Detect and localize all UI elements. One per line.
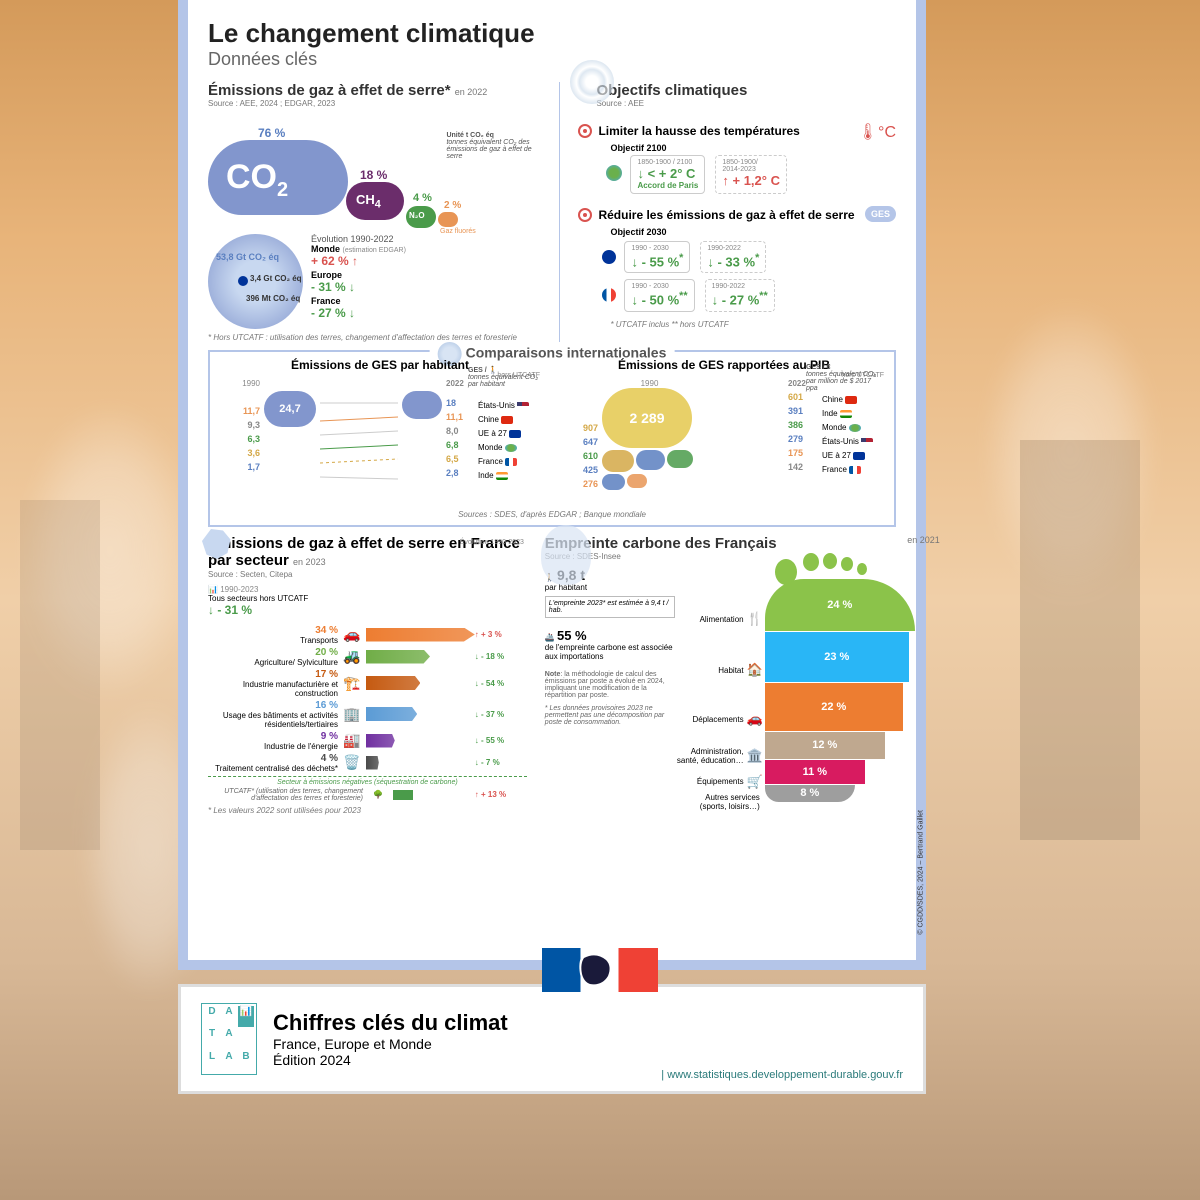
ges-footnote: * Hors UTCATF : utilisation des terres, … <box>208 333 541 342</box>
footprint-chart: 24 %23 %22 %12 %11 %8 % <box>765 567 940 797</box>
footer-line1: France, Europe et Monde <box>273 1036 508 1052</box>
eu-target-box: 1990 - 2030↓ - 55 %* <box>624 241 690 273</box>
paris-box: 1850-1900 / 2100 ↓ < + 2° C Accord de Pa… <box>630 155 705 194</box>
fr-flag-icon <box>602 288 616 302</box>
obj-source: Source : AEE <box>596 99 896 108</box>
evo-europe: Europe- 31 % ↓ <box>311 270 541 294</box>
sectors-source: Source : Secten, Citepa <box>208 570 527 579</box>
footer-line2: Édition 2024 <box>273 1052 508 1068</box>
footer-title: Chiffres clés du climat <box>273 1010 508 1036</box>
foot-seg: 24 % <box>765 579 915 631</box>
neg-title: Secteur à émissions négatives (séquestra… <box>208 776 527 786</box>
ch4-pct: 18 % <box>360 168 387 182</box>
ges-source: Source : AEE, 2024 ; EDGAR, 2023 <box>208 99 541 108</box>
sector-row: 9 %Industrie de l'énergie 🏭 ↓ - 55 % <box>208 731 527 751</box>
eu-actual-box: 1990-2022↓ - 33 %* <box>700 241 766 273</box>
obj-title: Objectifs climatiques <box>596 82 896 99</box>
fr-target-box: 1990 - 2030↓ - 50 %** <box>624 279 694 311</box>
percap-cloud-2022 <box>402 391 442 419</box>
ch4-cloud: CH4 <box>346 182 404 220</box>
intl-source: Sources : SDES, d'après EDGAR ; Banque m… <box>220 510 884 519</box>
page-title: Le changement climatique <box>208 18 896 49</box>
sector-row: 4 %Traitement centralisé des déchets* 🗑️… <box>208 753 527 773</box>
est-box: L'empreinte 2023* est estimée à 9,4 t / … <box>545 596 675 618</box>
evo-monde: Monde (estimation EDGAR)+ 62 % ↑ <box>311 244 541 268</box>
percap-cloud-1990: 24,7 <box>264 391 316 427</box>
fluor-label: Gaz fluorés <box>440 228 476 235</box>
actual-temp-box: 1850-1900/ 2014-2023 ↑ + 1,2° C <box>715 155 787 194</box>
thermometer-icon: 🌡°C <box>858 122 896 142</box>
foot-seg: 12 % <box>765 732 885 758</box>
gdp-unit: GES / €tonnes équivalent CO₂ par million… <box>806 364 884 392</box>
utcatf-row: UTCATF* (utilisation des terres, changem… <box>208 788 527 802</box>
footprint-note: Note: la méthodologie de calcul des émis… <box>545 671 675 699</box>
percap-unit: GES / 🚶tonnes équivalent CO₂ par habitan… <box>468 366 540 388</box>
n2o-cloud: N₂O <box>406 206 436 228</box>
globe-small-icon <box>606 165 622 181</box>
obj-reduce-row: Réduire les émissions de gaz à effet de … <box>578 206 896 224</box>
foot-seg: 23 % <box>765 632 909 682</box>
footprint-note2: * Les données provisoires 2023 ne permet… <box>545 705 675 726</box>
unit-box: Unité t CO₂ éqtonnes équivalent CO₂ des … <box>446 132 541 160</box>
evo-france: France- 27 % ↓ <box>311 296 541 320</box>
footprint-bg-icon <box>541 525 591 585</box>
sector-row: 16 %Usage des bâtiments et activités rés… <box>208 700 527 729</box>
sectors-footnote: * Les valeurs 2022 sont utilisées pour 2… <box>208 806 527 815</box>
infographic-sheet: Le changement climatique Données clés Ém… <box>178 0 926 970</box>
foot-seg: 22 % <box>765 683 903 731</box>
foot-seg: 8 % <box>765 785 855 802</box>
co2-cloud: CO2 <box>208 140 348 215</box>
sectors-total: 📊 1990-2023 Tous secteurs hors UTCATF ↓ … <box>208 585 527 617</box>
percap-lines <box>320 379 398 489</box>
datalab-logo: DA📊 TA LAB <box>201 1003 257 1075</box>
footprint-title: Empreinte carbone des Français en 2021 <box>545 535 940 552</box>
obj-2100: Objectif 2100 <box>610 143 896 153</box>
sector-row: 34 %Transports 🚗 ↑ + 3 % <box>208 625 527 645</box>
marianne-logo <box>542 948 658 992</box>
foot-seg: 11 % <box>765 760 865 784</box>
intl-box: Comparaisons internationales Émissions d… <box>208 350 896 527</box>
target-icon <box>578 124 592 138</box>
evo-title: Évolution 1990-2022 <box>311 234 541 244</box>
evo-col-label: Évolution 1990-2023 <box>457 539 527 546</box>
gdp-big-cloud: 2 289 <box>602 388 692 448</box>
footprint-source: Source : SDES-Insee <box>545 552 940 561</box>
sector-row: 17 %Industrie manufacturière et construc… <box>208 669 527 698</box>
ges-title: Émissions de gaz à effet de serre* en 20… <box>208 82 541 99</box>
fr-actual-box: 1990-2022↓ - 27 %** <box>705 279 775 311</box>
target-icon <box>578 208 592 222</box>
world-globe: 53,8 Gt CO₂ éq 3,4 Gt CO₂ éq 396 Mt CO₂ … <box>208 234 303 329</box>
import-block: 🚢 55 %de l'empreinte carbone est associé… <box>545 628 675 661</box>
fluor-pct: 2 % <box>444 200 461 211</box>
obj-temp-row: Limiter la hausse des températures 🌡°C <box>578 122 896 140</box>
footer-url: | www.statistiques.developpement-durable… <box>661 1069 903 1081</box>
eu-flag-icon <box>602 250 616 264</box>
sector-row: 20 %Agriculture/ Sylviculture 🚜 ↓ - 18 % <box>208 647 527 667</box>
obj-notes: * UTCATF inclus ** hors UTCATF <box>610 320 896 329</box>
obj-2030: Objectif 2030 <box>610 227 896 237</box>
fluor-cloud <box>438 212 458 227</box>
credit: © CGDD/SDES, 2024 – Bertrand Gaillet <box>918 810 925 935</box>
ges-cloud-icon: GES <box>865 206 896 222</box>
co2-pct: 76 % <box>258 126 285 140</box>
n2o-pct: 4 % <box>413 192 432 204</box>
page-subtitle: Données clés <box>208 49 896 70</box>
footer: DA📊 TA LAB Chiffres clés du climat Franc… <box>178 984 926 1094</box>
